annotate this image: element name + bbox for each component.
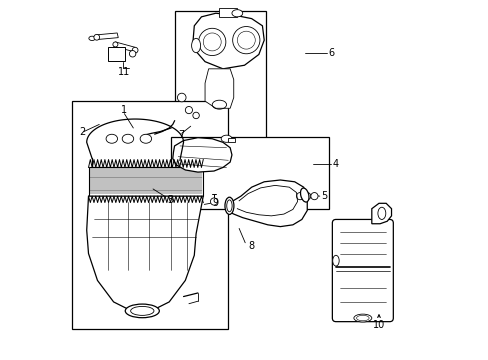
Ellipse shape [89, 36, 95, 41]
Circle shape [303, 193, 310, 200]
Ellipse shape [332, 255, 339, 266]
Polygon shape [86, 196, 203, 311]
Circle shape [185, 107, 192, 114]
Text: 4: 4 [332, 159, 338, 169]
Circle shape [210, 198, 217, 205]
Ellipse shape [353, 314, 371, 322]
Polygon shape [114, 42, 135, 51]
Ellipse shape [231, 10, 242, 17]
Polygon shape [97, 33, 118, 40]
Ellipse shape [140, 134, 151, 143]
Text: 7: 7 [178, 130, 184, 140]
Ellipse shape [191, 39, 200, 53]
Ellipse shape [224, 197, 233, 215]
Text: 3: 3 [167, 195, 173, 205]
Circle shape [129, 50, 136, 57]
Circle shape [132, 47, 138, 53]
Text: 1: 1 [121, 105, 127, 115]
Circle shape [177, 93, 185, 102]
Circle shape [192, 112, 199, 119]
Polygon shape [371, 203, 391, 224]
Circle shape [94, 35, 100, 40]
Text: 6: 6 [328, 48, 334, 58]
Ellipse shape [221, 135, 231, 142]
Bar [171, 137, 328, 209]
Polygon shape [228, 180, 306, 226]
Text: 11: 11 [118, 67, 130, 77]
Circle shape [113, 42, 118, 47]
Text: 5: 5 [321, 191, 327, 201]
Circle shape [296, 193, 303, 200]
Bar [88, 167, 203, 196]
Ellipse shape [300, 188, 308, 202]
Text: 9: 9 [212, 198, 218, 208]
Ellipse shape [106, 134, 117, 143]
Polygon shape [204, 69, 233, 108]
Bar [174, 12, 265, 144]
Bar [107, 47, 124, 60]
Ellipse shape [122, 134, 133, 143]
Circle shape [310, 193, 317, 200]
Circle shape [198, 28, 225, 55]
Ellipse shape [125, 304, 159, 318]
Text: 2: 2 [80, 127, 85, 136]
Bar [219, 8, 237, 17]
Polygon shape [192, 13, 264, 69]
FancyBboxPatch shape [332, 220, 392, 321]
Polygon shape [172, 138, 231, 172]
Bar [72, 101, 228, 329]
Bar [228, 138, 234, 142]
Text: 10: 10 [372, 320, 385, 330]
Text: 8: 8 [247, 241, 254, 251]
Circle shape [232, 27, 260, 54]
